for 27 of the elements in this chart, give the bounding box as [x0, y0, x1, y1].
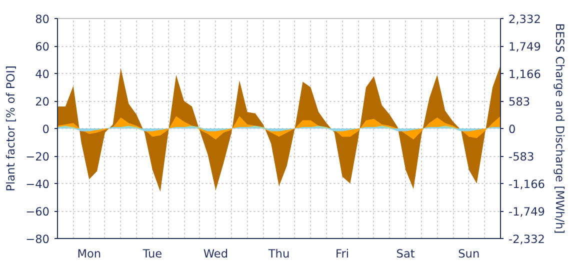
y-tick-label: −80	[26, 232, 50, 246]
y-tick-label: −40	[26, 177, 50, 191]
y2-tick-label: 1,749	[508, 40, 541, 54]
x-tick-label: Mon	[77, 246, 102, 260]
y-tick-label: 0	[42, 122, 50, 136]
y2-tick-label: -2,332	[508, 232, 546, 246]
y-tick-label: 40	[35, 67, 50, 81]
y-tick-label: 60	[35, 40, 50, 54]
x-tick-label: Fri	[336, 246, 350, 260]
x-tick-label: Sat	[396, 246, 416, 260]
y2-tick-label: 0	[508, 122, 516, 136]
y-tick-label: −60	[26, 204, 50, 218]
y2-tick-label: 1,166	[508, 67, 541, 81]
x-tick-label: Tue	[142, 246, 162, 260]
y2-tick-label: 583	[508, 94, 530, 108]
x-tick-label: Wed	[203, 246, 228, 260]
y-tick-label: −20	[26, 150, 50, 164]
y2-tick-label: -1,166	[508, 177, 546, 191]
y2-tick-label: -583	[508, 150, 534, 164]
y2-tick-label: 2,332	[508, 12, 541, 26]
x-tick-label: Thu	[267, 246, 290, 260]
x-tick-label: Sun	[458, 246, 480, 260]
y2-tick-label: -1,749	[508, 204, 546, 218]
y-tick-label: 80	[35, 12, 50, 26]
y-tick-label: 20	[35, 94, 50, 108]
y-axis-title: Plant factor [% of POI]	[4, 66, 18, 192]
y2-axis-title: BESS Charge and Discharge [MWh/h]	[553, 23, 568, 234]
